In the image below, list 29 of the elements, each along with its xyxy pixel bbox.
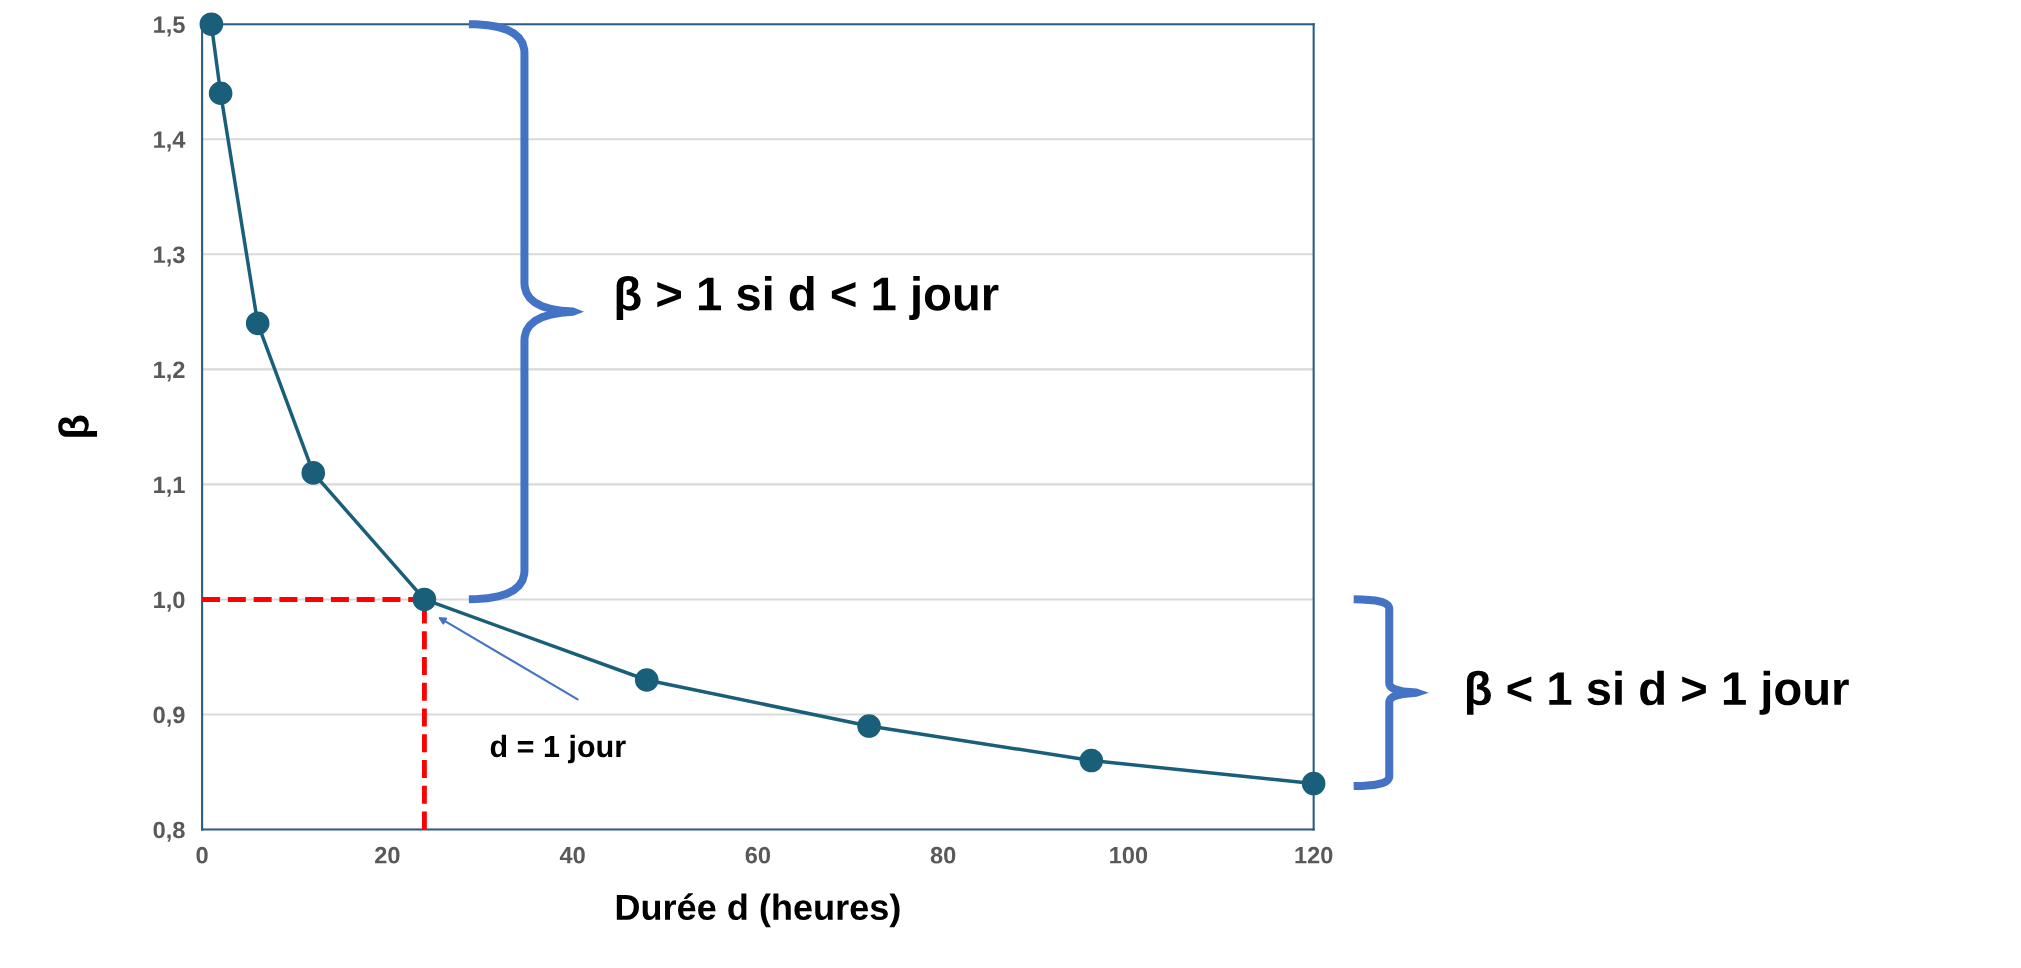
y-tick-label: 0,8 <box>153 821 185 842</box>
point <box>412 587 437 612</box>
point <box>857 714 881 738</box>
point <box>208 81 233 106</box>
y-tick-label: 1,2 <box>154 361 185 382</box>
y-tick-label: 1,3 <box>154 246 185 267</box>
y-tick-label: 1,5 <box>154 16 185 37</box>
text: β < 1 si d > 1 jour <box>1466 670 1849 715</box>
y-tick-label: 0,9 <box>153 706 185 727</box>
y-tick-label: 1,4 <box>154 131 186 152</box>
x-tick-label: 0 <box>196 846 208 864</box>
x-tick-label: 100 <box>1110 846 1148 864</box>
x-tick-label: 20 <box>375 846 400 864</box>
point <box>301 461 326 485</box>
annotation: d = 1 jour <box>490 734 626 764</box>
x-tick-label: 40 <box>559 846 585 864</box>
y-tick-label: 1,1 <box>154 476 185 497</box>
point <box>1079 748 1104 773</box>
x-tick-label: 120 <box>1295 846 1333 864</box>
x-tick-label: 60 <box>745 846 771 864</box>
x-tick-label: 80 <box>930 846 956 864</box>
point <box>1301 771 1326 796</box>
y-axis-title: β <box>58 415 98 437</box>
y-tick-label: 1,0 <box>154 591 185 612</box>
point <box>245 311 270 336</box>
x-axis-title: Durée d (heures) <box>616 893 900 928</box>
annotation: β > 1 si d < 1 jour <box>616 276 999 321</box>
point <box>634 668 659 692</box>
point <box>199 12 224 37</box>
